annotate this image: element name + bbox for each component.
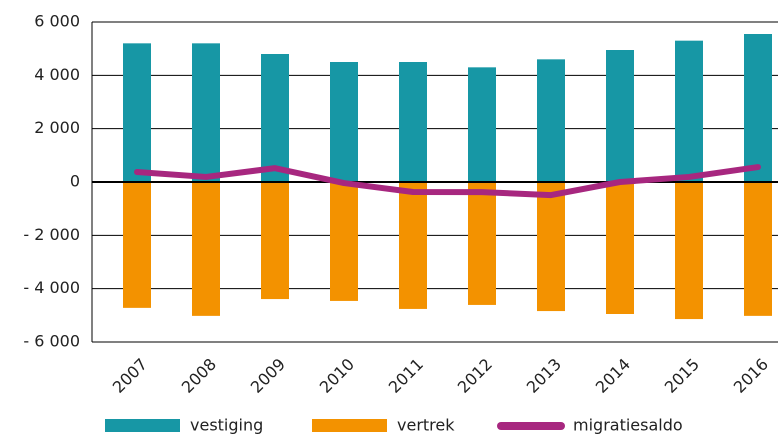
bar [123,182,151,308]
x-tick-label: 2014 [592,355,634,397]
bar [468,67,496,182]
y-tick-label: 0 [70,172,80,191]
bar [468,182,496,305]
x-tick-label: 2013 [523,355,565,397]
bar [606,182,634,314]
y-tick-label: 6 000 [34,12,80,31]
y-tick-label: - 6 000 [23,332,80,351]
bar [744,34,772,182]
bar [537,59,565,183]
x-tick-label: 2008 [178,355,220,397]
y-tick-label: - 2 000 [23,225,80,244]
x-tick-label: 2007 [109,355,151,397]
bar [261,54,289,182]
bar [675,182,703,320]
bar [330,62,358,182]
bar [192,43,220,183]
bar [123,43,151,183]
x-tick-label: 2010 [316,355,358,397]
x-tick-label: 2012 [454,355,496,397]
y-tick-label: 2 000 [34,118,80,137]
bar [744,182,772,316]
bar [261,182,289,300]
x-tick-label: 2016 [730,355,772,397]
bar [192,182,220,316]
line [134,164,761,199]
bar [399,62,427,182]
legend-label: migratiesaldo [573,416,683,435]
bar [537,182,565,312]
legend-swatch [312,419,387,432]
x-tick-label: 2009 [247,355,289,397]
bar [399,182,427,309]
legend-swatch [105,419,180,432]
x-tick-label: 2011 [385,355,427,397]
legend-label: vestiging [190,416,263,435]
bar [330,182,358,301]
bar [606,50,634,182]
y-tick-label: 4 000 [34,65,80,84]
legend-label: vertrek [397,416,455,435]
bar [675,40,703,182]
x-tick-label: 2015 [661,355,703,397]
y-tick-label: - 4 000 [23,278,80,297]
